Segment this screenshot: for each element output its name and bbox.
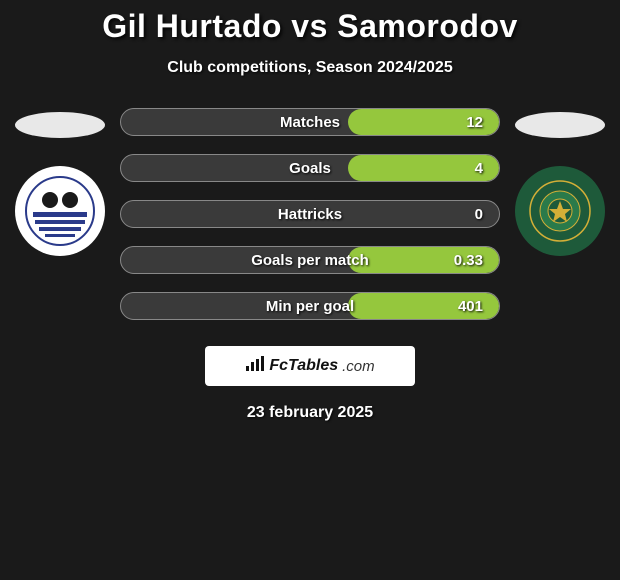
left-club-badge bbox=[15, 166, 105, 256]
stat-label: Matches bbox=[280, 114, 340, 131]
brand-name: FcTables bbox=[269, 357, 338, 375]
stat-value: 0 bbox=[475, 206, 483, 223]
subtitle: Club competitions, Season 2024/2025 bbox=[0, 59, 620, 77]
stat-bar: Min per goal 401 bbox=[120, 292, 500, 320]
stat-label: Goals bbox=[289, 160, 331, 177]
left-player-col bbox=[0, 102, 120, 256]
stat-value: 12 bbox=[466, 114, 483, 131]
right-club-badge bbox=[515, 166, 605, 256]
stat-value: 401 bbox=[458, 298, 483, 315]
stat-bar: Goals per match 0.33 bbox=[120, 246, 500, 274]
stats-column: Matches 12 Goals 4 Hattricks 0 Goals per match… bbox=[120, 102, 500, 326]
stat-label: Goals per match bbox=[251, 252, 369, 269]
stat-label: Min per goal bbox=[266, 298, 354, 315]
right-player-col bbox=[500, 102, 620, 256]
stat-bar: Matches 12 bbox=[120, 108, 500, 136]
baltika-badge-icon bbox=[25, 176, 95, 246]
stat-bar: Hattricks 0 bbox=[120, 200, 500, 228]
stat-label: Hattricks bbox=[278, 206, 342, 223]
page-title: Gil Hurtado vs Samorodov bbox=[0, 0, 620, 45]
stat-bar: Goals 4 bbox=[120, 154, 500, 182]
terek-badge-icon bbox=[525, 176, 595, 246]
right-flag bbox=[515, 112, 605, 138]
chart-icon bbox=[245, 356, 265, 377]
stat-value: 0.33 bbox=[454, 252, 483, 269]
brand-suffix: .com bbox=[342, 358, 375, 375]
brand-logo[interactable]: FcTables.com bbox=[205, 346, 415, 386]
comparison-row: Matches 12 Goals 4 Hattricks 0 Goals per match… bbox=[0, 102, 620, 326]
date-label: 23 february 2025 bbox=[0, 404, 620, 422]
left-flag bbox=[15, 112, 105, 138]
stat-value: 4 bbox=[475, 160, 483, 177]
